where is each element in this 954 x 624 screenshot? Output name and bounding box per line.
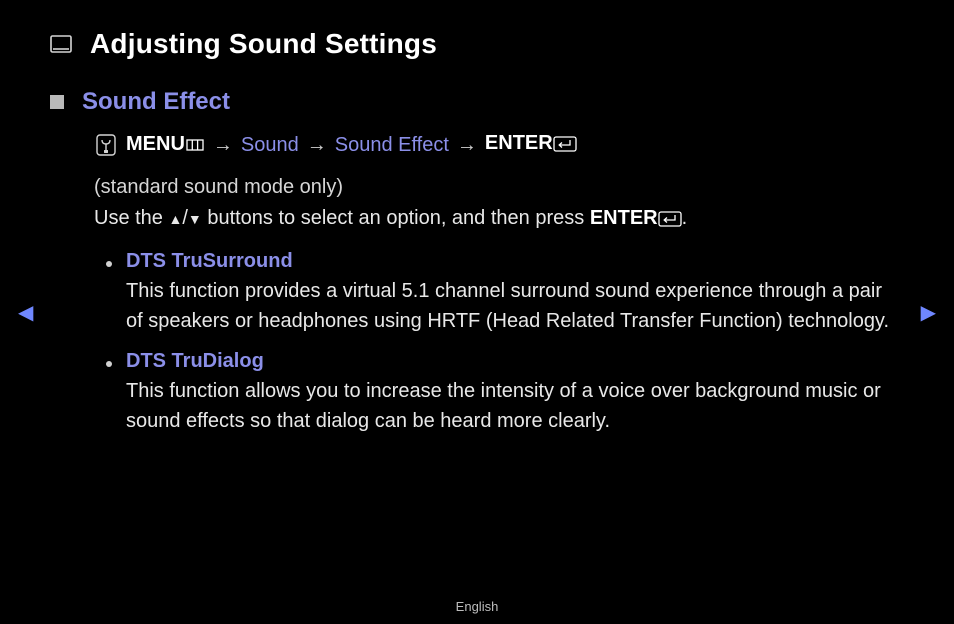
- instruction-enter: ENTER: [590, 207, 682, 229]
- instruction-mid: buttons to select an option, and then pr…: [202, 207, 590, 229]
- feature-desc: This function allows you to increase the…: [126, 377, 896, 436]
- enter-text: ENTER: [485, 132, 553, 154]
- list-item: DTS TruDialog This function allows you t…: [106, 350, 904, 436]
- bullet-icon: [106, 261, 112, 267]
- menu-grid-icon: [185, 135, 205, 158]
- feature-title: DTS TruDialog: [126, 350, 896, 373]
- arrow-separator: →: [307, 134, 327, 157]
- feature-list: DTS TruSurround This function provides a…: [106, 250, 904, 436]
- mode-note: (standard sound mode only): [94, 176, 904, 199]
- feature-desc: This function provides a virtual 5.1 cha…: [126, 277, 896, 336]
- footer-language: English: [0, 599, 954, 614]
- feature-body: DTS TruSurround This function provides a…: [126, 250, 896, 336]
- instruction-post: .: [682, 207, 688, 229]
- feature-body: DTS TruDialog This function allows you t…: [126, 350, 896, 436]
- arrow-separator: →: [457, 134, 477, 157]
- title-row: Adjusting Sound Settings: [50, 28, 904, 60]
- remote-icon: [94, 133, 118, 157]
- enter-text: ENTER: [590, 207, 658, 229]
- instruction-text: Use the ▲/▼ buttons to select an option,…: [94, 203, 904, 236]
- path-crumb-sound-effect: Sound Effect: [335, 134, 449, 157]
- menu-label: MENU: [126, 133, 205, 158]
- content-block: MENU → Sound → Sound Effect → ENTER (sta…: [94, 132, 904, 436]
- enter-key-icon: [658, 206, 682, 236]
- arrow-separator: →: [213, 134, 233, 157]
- path-crumb-sound: Sound: [241, 134, 299, 157]
- bullet-icon: [106, 361, 112, 367]
- enter-label: ENTER: [485, 132, 577, 158]
- menu-text: MENU: [126, 133, 185, 155]
- section-heading: Sound Effect: [82, 88, 230, 116]
- feature-title: DTS TruSurround: [126, 250, 896, 273]
- book-icon: [50, 35, 72, 53]
- down-arrow-icon: ▼: [188, 211, 202, 227]
- page-title: Adjusting Sound Settings: [90, 28, 437, 60]
- next-page-arrow[interactable]: ▶: [921, 300, 936, 325]
- enter-key-icon: [553, 135, 577, 158]
- square-bullet-icon: [50, 95, 64, 109]
- list-item: DTS TruSurround This function provides a…: [106, 250, 904, 336]
- up-arrow-icon: ▲: [168, 211, 182, 227]
- instruction-pre: Use the: [94, 207, 168, 229]
- prev-page-arrow[interactable]: ◀: [18, 300, 33, 325]
- menu-path: MENU → Sound → Sound Effect → ENTER: [94, 132, 904, 158]
- manual-page: Adjusting Sound Settings Sound Effect ME…: [0, 0, 954, 624]
- section-row: Sound Effect: [50, 88, 904, 116]
